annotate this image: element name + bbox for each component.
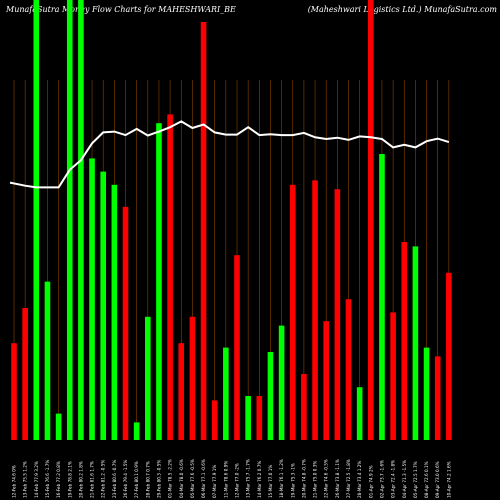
- x-axis-tick-labels: 12-Feb 74.6 0% 13-Feb 75.5 1.2% 14-Feb 77.…: [12, 459, 452, 498]
- x-tick-label: 22-Feb 81.2 -0.5%: [101, 460, 106, 498]
- bar: [256, 396, 263, 440]
- line-series: [9, 120, 450, 189]
- x-tick-label: 14-Mar 76.2 0.7%: [257, 461, 262, 498]
- bar-series: [11, 0, 452, 441]
- bar: [334, 189, 341, 440]
- x-tick-label: 26-Mar 73.8 -1.1%: [335, 459, 340, 498]
- x-tick-label: 10-Apr 74.2 1.6%: [446, 461, 451, 498]
- x-tick-label: 07-Mar 77.9 1%: [212, 465, 217, 498]
- bar: [245, 396, 251, 440]
- x-tick-label: 22-Mar 74.6 -0.5%: [324, 459, 329, 498]
- bar: [167, 114, 173, 441]
- bar: [156, 123, 162, 440]
- x-tick-label: 20-Feb 80.2 1.8%: [78, 461, 83, 498]
- bar: [11, 343, 17, 440]
- x-tick-label: 23-Feb 80.6 -0.7%: [112, 460, 117, 498]
- x-tick-label: 12-Feb 74.6 0%: [12, 465, 17, 498]
- x-tick-label: 26-Feb 79.4 -1.5%: [123, 460, 128, 498]
- bar: [133, 422, 140, 440]
- x-tick-label: 27-Feb 80.1 0.9%: [134, 461, 139, 498]
- bar: [356, 387, 363, 440]
- bar: [379, 154, 385, 440]
- bar: [44, 281, 51, 440]
- bar: [234, 255, 240, 440]
- x-tick-label: 28-Feb 80.7 0.7%: [145, 461, 150, 498]
- x-tick-label: 20-Mar 74.8 -0.7%: [301, 459, 306, 498]
- bar: [111, 184, 118, 440]
- bar: [223, 347, 229, 440]
- x-tick-label: 15-Feb 76.6 -1.7%: [45, 460, 50, 498]
- x-tick-label: 19-Mar 75.3 -1%: [290, 463, 295, 498]
- bar: [368, 0, 374, 440]
- bar: [423, 347, 430, 440]
- bar: [22, 308, 28, 440]
- bar: [312, 180, 318, 440]
- bar: [89, 158, 95, 440]
- x-tick-label: 13-Feb 75.5 1.2%: [23, 461, 28, 498]
- x-tick-label: 16-Feb 77.2 0.8%: [56, 461, 61, 498]
- bar: [100, 171, 106, 440]
- bar: [323, 321, 329, 440]
- chart-title-left: MunafaSutra Money Flow Charts for MAHESH…: [5, 5, 236, 14]
- x-tick-label: 06-Mar 77.1 -0.6%: [201, 459, 206, 498]
- x-tick-label: 28-Mar 73.4 1.2%: [357, 461, 362, 498]
- bar: [267, 352, 274, 440]
- x-tick-label: 04-Mar 78.0 -0.6%: [179, 459, 184, 498]
- x-tick-label: 14-Feb 77.9 3.2%: [34, 461, 39, 498]
- x-tick-label: 15-Mar 77.0 1%: [268, 465, 273, 498]
- x-tick-label: 01-Mar 78.5 -2.2%: [168, 459, 173, 498]
- x-tick-label: 03-Apr 72.4 -1.8%: [391, 460, 396, 498]
- bar: [189, 316, 196, 440]
- bar: [412, 246, 419, 440]
- x-tick-label: 13-Mar 75.7 -1.7%: [246, 459, 251, 498]
- bar: [211, 400, 218, 440]
- bar: [434, 356, 441, 440]
- bar: [66, 0, 73, 440]
- x-tick-label: 09-Apr 73.0 0.6%: [435, 461, 440, 498]
- bar: [390, 312, 396, 440]
- x-tick-label: 12-Mar 77.0 -2%: [235, 463, 240, 498]
- x-tick-label: 05-Apr 72.5 1.7%: [413, 461, 418, 498]
- x-tick-label: 04-Apr 71.3 -1.5%: [402, 460, 407, 498]
- bar: [178, 343, 185, 440]
- x-tick-label: 11-Mar 78.6 0.9%: [223, 461, 228, 498]
- bar: [289, 184, 296, 440]
- bar: [345, 299, 352, 440]
- bar: [145, 316, 151, 440]
- bar: [401, 242, 408, 440]
- x-tick-label: 02-Apr 73.7 -1.6%: [379, 460, 384, 498]
- bar: [33, 0, 40, 440]
- bar: [278, 325, 285, 440]
- x-tick-label: 01-Apr 74.9 2%: [368, 465, 373, 498]
- bar: [78, 0, 84, 440]
- x-tick-label: 21-Feb 81.6 1.7%: [90, 461, 95, 498]
- chart-title-right: (Maheshwari Logistics Ltd.) MunafaSutra.…: [308, 5, 498, 14]
- bar: [301, 374, 307, 440]
- x-tick-label: 19-Feb 78.8 2.1%: [67, 461, 72, 498]
- bar: [200, 22, 207, 440]
- x-tick-label: 29-Feb 80.3 -0.5%: [156, 460, 161, 498]
- x-tick-label: 27-Mar 72.5 -1.8%: [346, 459, 351, 498]
- x-tick-label: 21-Mar 75.0 0.3%: [313, 461, 318, 498]
- x-tick-label: 05-Mar 77.6 -0.5%: [190, 459, 195, 498]
- bar: [122, 206, 129, 440]
- x-tick-label: 18-Mar 76.1 -1.2%: [279, 459, 284, 498]
- x-tick-label: 08-Apr 72.6 0.1%: [424, 461, 429, 498]
- bar: [446, 272, 452, 440]
- money-flow-line: [9, 120, 450, 189]
- bar: [55, 413, 62, 440]
